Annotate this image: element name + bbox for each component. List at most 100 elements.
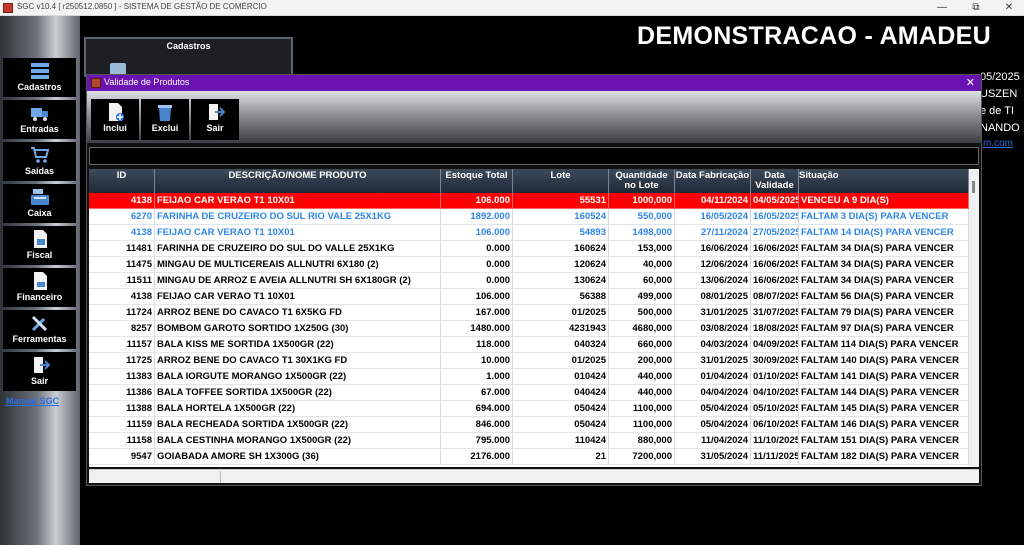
restore-button[interactable]: ⧉ [972,2,980,13]
cell-estoque: 106.000 [441,289,513,305]
cell-estoque: 167.000 [441,305,513,321]
close-window-button[interactable]: ✕ [1004,2,1014,13]
cell-lote: 040424 [513,385,609,401]
excluir-button[interactable]: Exclui [141,99,189,140]
cell-fab: 31/05/2024 [675,449,751,465]
sidebar-item-ferramentas[interactable]: Ferramentas [3,310,76,349]
minimize-button[interactable]: — [937,2,947,13]
column-header-fab[interactable]: Data Fabricação [675,169,751,193]
cell-val: 16/06/2025 [751,257,799,273]
cell-sit: FALTAM 144 DIA(S) PARA VENCER [799,385,969,401]
column-header-estoque[interactable]: Estoque Total [441,169,513,193]
column-header-val[interactable]: Data Validade [751,169,799,193]
cell-desc: FARINHA DE CRUZEIRO DO SUL RIO VALE 25X1… [155,209,441,225]
sidebar-item-label: Financeiro [16,292,63,302]
cell-lote: 4231943 [513,321,609,337]
table-row[interactable]: 11386 BALA TOFFEE SORTIDA 1X500GR (22) 67.… [89,385,969,401]
table-row[interactable]: 11481 FARINHA DE CRUZEIRO DO SUL DO VALLE… [89,241,969,257]
manual-sgc-link[interactable]: Manual SGC [6,396,60,406]
cell-fab: 01/04/2024 [675,369,751,385]
cell-qtd: 1100,000 [609,417,675,433]
cell-sit: FALTAM 182 DIA(S) PARA VENCER [799,449,969,465]
sidebar-item-fiscal[interactable]: Fiscal [3,226,76,265]
sidebar-item-cadastros[interactable]: Cadastros [3,58,76,97]
incluir-button[interactable]: Inclui [91,99,139,140]
table-row[interactable]: 11475 MINGAU DE MULTICEREAIS ALLNUTRI 6X1… [89,257,969,273]
table-row[interactable]: 11724 ARROZ BENE DO CAVACO T1 6X5KG FD 167… [89,305,969,321]
table-row[interactable]: 4138 FEIJAO CAR VERAO T1 10X01 106.000 5553… [89,193,969,209]
table-row[interactable]: 11511 MINGAU DE ARROZ E AVEIA ALLNUTRI SH… [89,273,969,289]
scroll-thumb[interactable] [972,181,975,193]
cell-desc: FEIJAO CAR VERAO T1 10X01 [155,225,441,241]
sidebar-item-financeiro[interactable]: Financeiro [3,268,76,307]
column-header-lote[interactable]: Lote [513,169,609,193]
cell-qtd: 500,000 [609,305,675,321]
table-row[interactable]: 11159 BALA RECHEADA SORTIDA 1X500GR (22) 8… [89,417,969,433]
cell-id: 4138 [89,193,155,209]
cell-desc: BALA HORTELA 1X500GR (22) [155,401,441,417]
cell-sit: FALTAM 34 DIA(S) PARA VENCER [799,257,969,273]
background-link[interactable]: m.com [983,138,1013,149]
cell-sit: FALTAM 97 DIA(S) PARA VENCER [799,321,969,337]
cell-desc: ARROZ BENE DO CAVACO T1 6X5KG FD [155,305,441,321]
cell-desc: GOIABADA AMORE SH 1X300G (36) [155,449,441,465]
column-header-qtd[interactable]: Quantidade no Lote [609,169,675,193]
modal-close-button[interactable]: ✕ [965,77,975,89]
window-title: SGC v10.4 [ r250512.0850 ] - SISTEMA DE … [17,2,267,11]
cell-lote: 160524 [513,209,609,225]
table-row[interactable]: 11388 BALA HORTELA 1X500GR (22) 694.000 050… [89,401,969,417]
table-row[interactable]: 11383 BALA IORGUTE MORANGO 1X500GR (22) 1.… [89,369,969,385]
column-header-id[interactable]: ID [89,169,155,193]
sair-button[interactable]: Sair [191,99,239,140]
cell-lote: 21 [513,449,609,465]
sair-label: Sair [206,123,224,133]
cell-val: 31/07/2025 [751,305,799,321]
validade-modal: Validade de Produtos ✕ Inclui Exclui Sai… [86,74,982,486]
cell-val: 04/10/2025 [751,385,799,401]
table-row[interactable]: 8257 BOMBOM GAROTO SORTIDO 1X250G (30) 148… [89,321,969,337]
cell-lote: 120624 [513,257,609,273]
table-row[interactable]: 11157 BALA KISS ME SORTIDA 1X500GR (22) 11… [89,337,969,353]
cell-id: 11511 [89,273,155,289]
table-row[interactable]: 11158 BALA CESTINHA MORANGO 1X500GR (22) 7… [89,433,969,449]
column-header-sit[interactable]: Situação [799,169,969,193]
cell-lote: 01/2025 [513,353,609,369]
cell-val: 01/10/2025 [751,369,799,385]
cell-id: 11388 [89,401,155,417]
cell-lote: 050424 [513,417,609,433]
cell-qtd: 1100,000 [609,401,675,417]
sidebar-item-sair[interactable]: Sair [3,352,76,391]
sidebar-item-saidas[interactable]: Saídas [3,142,76,181]
cell-estoque: 118.000 [441,337,513,353]
table-row[interactable]: 11725 ARROZ BENE DO CAVACO T1 30X1KG FD 10… [89,353,969,369]
cell-id: 11158 [89,433,155,449]
vertical-scrollbar[interactable] [969,169,979,467]
cell-sit: FALTAM 14 DIA(S) PARA VENCER [799,225,969,241]
cell-sit: FALTAM 145 DIA(S) PARA VENCER [799,401,969,417]
cell-id: 11157 [89,337,155,353]
table-row[interactable]: 4138 FEIJAO CAR VERAO T1 10X01 106.000 5489… [89,225,969,241]
table-header: ID DESCRIÇÃO/NOME PRODUTO Estoque Total Lot… [89,169,969,193]
cell-fab: 27/11/2024 [675,225,751,241]
cell-estoque: 1.000 [441,369,513,385]
cell-fab: 11/04/2024 [675,433,751,449]
cell-val: 04/09/2025 [751,337,799,353]
cell-desc: ARROZ BENE DO CAVACO T1 30X1KG FD [155,353,441,369]
sidebar-item-label: Cadastros [17,82,62,92]
cell-qtd: 7200,000 [609,449,675,465]
table-row[interactable]: 9547 GOIABADA AMORE SH 1X300G (36) 2176.00… [89,449,969,465]
cell-desc: BALA KISS ME SORTIDA 1X500GR (22) [155,337,441,353]
cell-id: 11386 [89,385,155,401]
table-row[interactable]: 4138 FEIJAO CAR VERAO T1 10X01 106.000 5638… [89,289,969,305]
cell-desc: FEIJAO CAR VERAO T1 10X01 [155,193,441,209]
table-row[interactable]: 6270 FARINHA DE CRUZEIRO DO SUL RIO VALE … [89,209,969,225]
sidebar-item-entradas[interactable]: Entradas [3,100,76,139]
cell-desc: BALA TOFFEE SORTIDA 1X500GR (22) [155,385,441,401]
company-title: DEMONSTRACAO - AMADEU [637,22,991,50]
cell-val: 11/10/2025 [751,433,799,449]
status-bar [89,469,979,483]
cell-id: 11159 [89,417,155,433]
sidebar-item-caixa[interactable]: Caixa [3,184,76,223]
cell-val: 05/10/2025 [751,401,799,417]
column-header-desc[interactable]: DESCRIÇÃO/NOME PRODUTO [155,169,441,193]
